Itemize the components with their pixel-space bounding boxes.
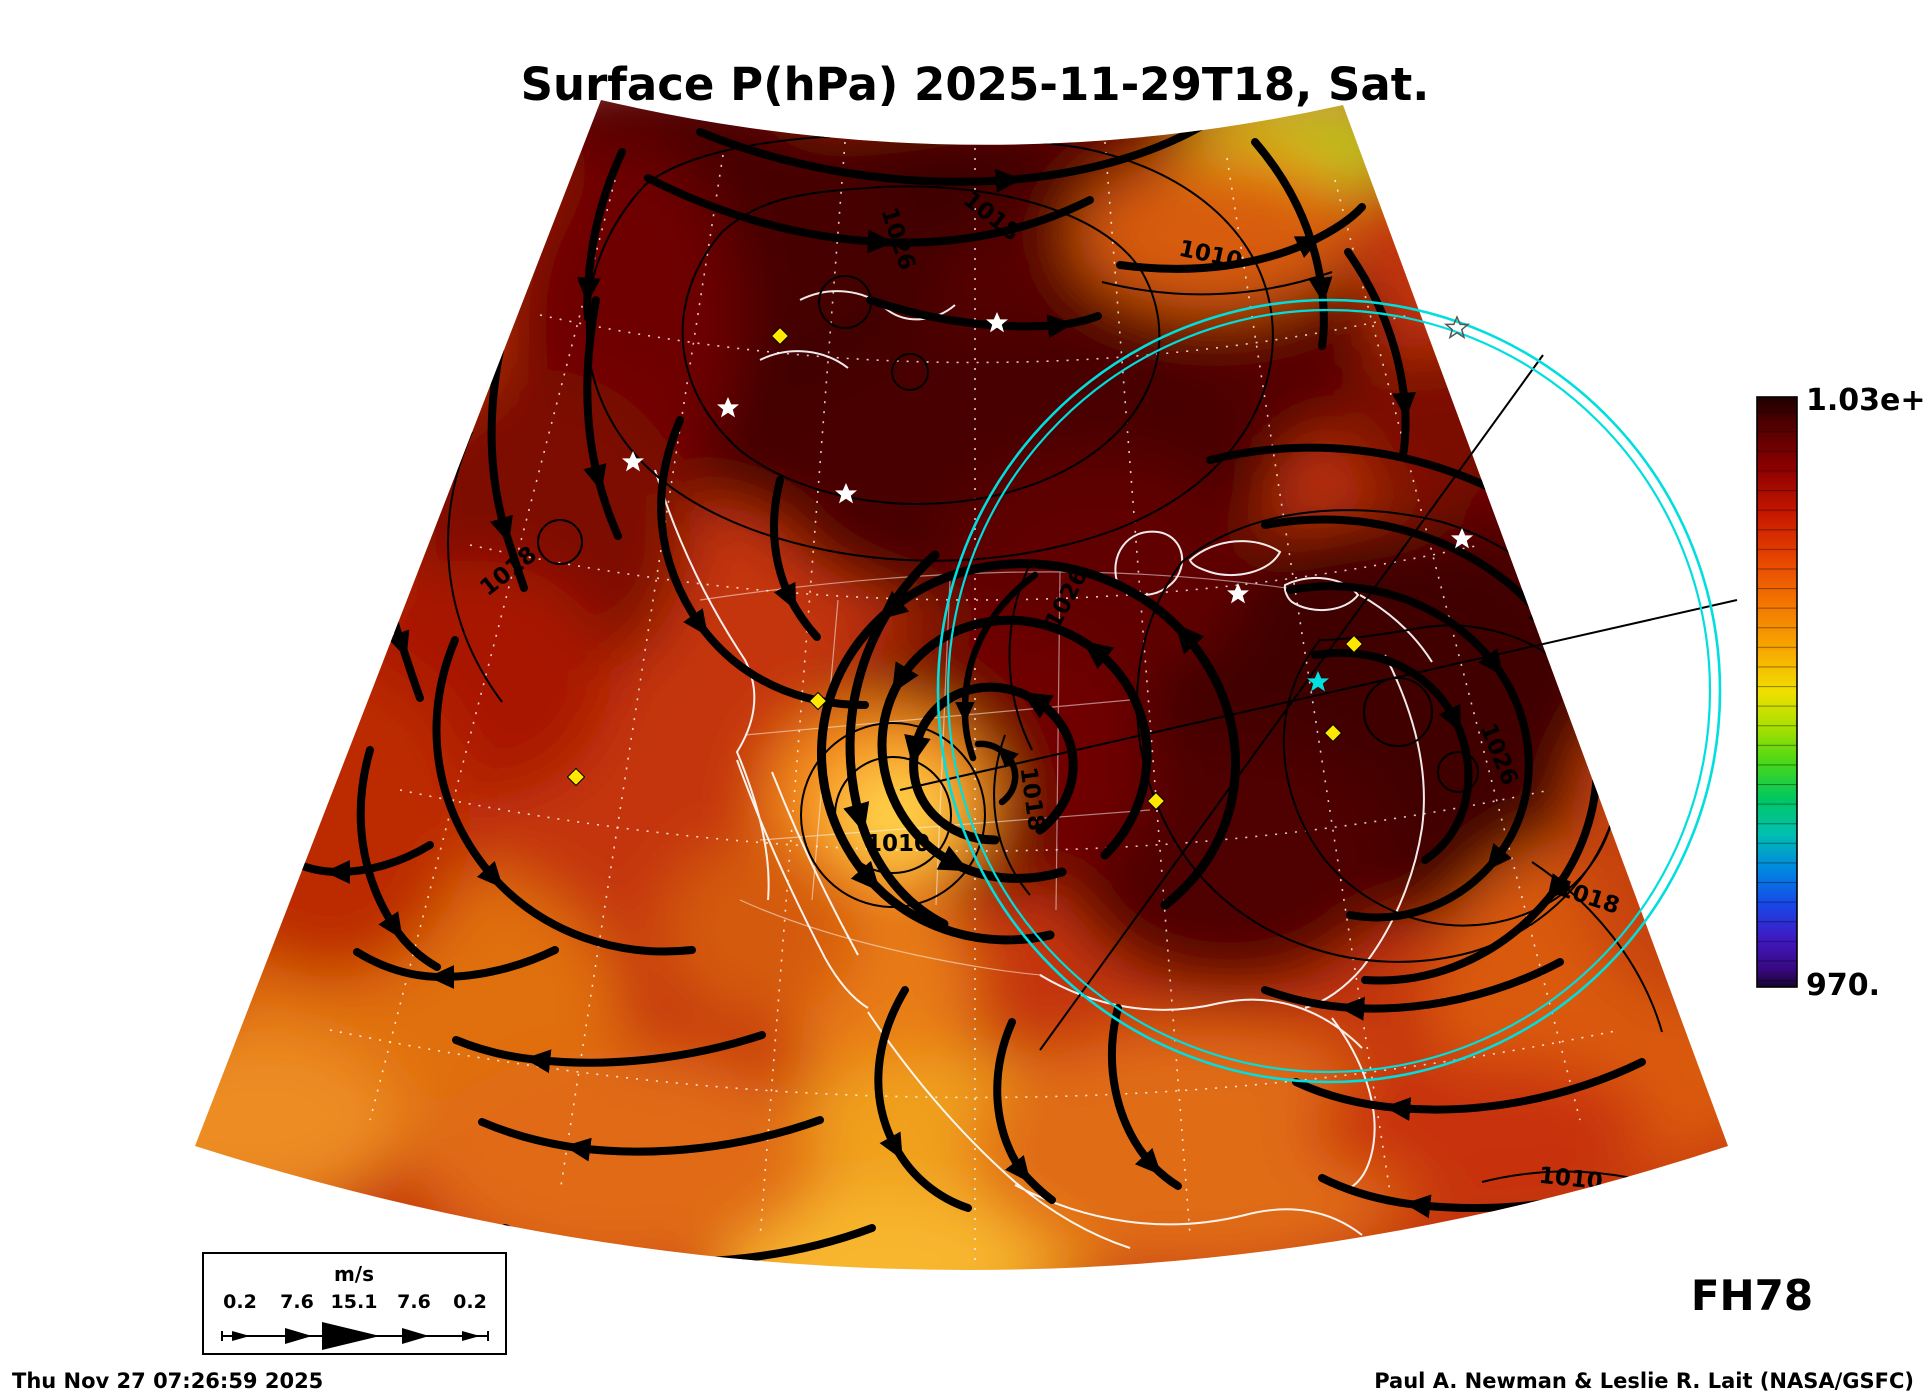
forecast-hour-label: FH78	[1691, 1271, 1813, 1320]
wind-arrow-medium-icon	[402, 1328, 429, 1344]
contour-label: 1010	[866, 831, 930, 857]
colorbar-max-label: 1.03e+03	[1806, 383, 1926, 418]
ground-track-line	[1039, 354, 1544, 1051]
wind-scale-legend: m/s 0.2 7.6 15.1 7.6 0.2	[202, 1252, 507, 1355]
map-area: 1026 1018 1010 1018 1026 1018 1010 1026 …	[195, 100, 1728, 1270]
wind-scale-arrows	[221, 1322, 489, 1350]
colorbar-ticks	[1757, 397, 1797, 987]
colorbar: 1.03e+03 970.	[1756, 383, 1926, 1003]
wind-arrow-large-icon	[322, 1322, 380, 1350]
wind-scale-tick: 15.1	[331, 1291, 378, 1313]
credit-text: Paul A. Newman & Leslie R. Lait (NASA/GS…	[1374, 1369, 1914, 1393]
timestamp-text: Thu Nov 27 07:26:59 2025	[12, 1369, 323, 1393]
wind-scale-tick: 0.2	[223, 1291, 257, 1313]
colorbar-min-label: 970.	[1806, 968, 1880, 1003]
wind-scale-tick: 7.6	[397, 1291, 431, 1313]
chart-title: Surface P(hPa) 2025-11-29T18, Sat.	[521, 58, 1430, 111]
wind-scale-unit: m/s	[334, 1262, 374, 1286]
satellite-footprint-circle	[936, 298, 1722, 1084]
colorbar-border	[1756, 396, 1798, 988]
satellite-footprint-circle-inner	[946, 308, 1712, 1074]
coastlines	[654, 290, 1433, 1249]
wind-arrow-small-icon	[232, 1331, 250, 1341]
wind-scale-tick: 7.6	[280, 1291, 314, 1313]
wind-scale-values: 0.2 7.6 15.1 7.6 0.2	[223, 1291, 487, 1313]
wind-arrow-small-icon	[462, 1331, 480, 1341]
satellite-overlay	[899, 298, 1738, 1084]
ground-track-line	[899, 599, 1738, 791]
wind-scale-tick: 0.2	[453, 1291, 487, 1313]
wind-arrow-medium-icon	[285, 1328, 312, 1344]
